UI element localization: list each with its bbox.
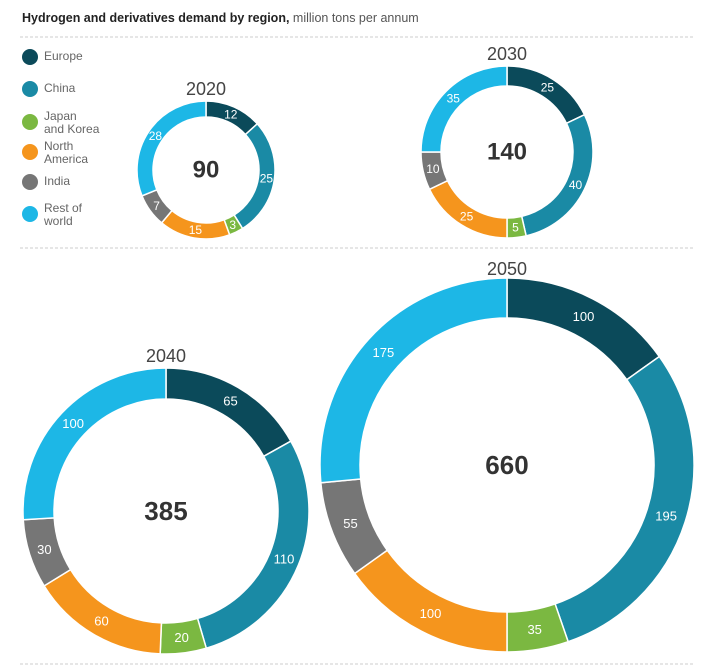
donut-2050-year: 2050 bbox=[487, 259, 527, 279]
donut-2050-label-india: 55 bbox=[343, 516, 357, 531]
legend-label: Rest of world bbox=[44, 201, 83, 228]
donut-2050: 100 195 35 100 55 175 2050 660 bbox=[319, 259, 695, 653]
legend-swatch bbox=[22, 114, 38, 130]
donut-2020-year: 2020 bbox=[186, 79, 226, 99]
legend-label: Japan and Korea bbox=[44, 109, 100, 136]
legend-swatch bbox=[22, 174, 38, 190]
donut-2020-label-north-america: 15 bbox=[189, 223, 203, 237]
donut-2040-slice-north-america bbox=[43, 568, 163, 655]
donut-2030-label-china: 40 bbox=[569, 178, 583, 192]
donut-2020-label-rest-of-world: 28 bbox=[149, 129, 163, 143]
donut-2040-slice-europe bbox=[165, 367, 292, 458]
donut-2040-label-japan-and-korea: 20 bbox=[174, 630, 188, 645]
donut-2040-label-north-america: 60 bbox=[94, 614, 108, 629]
chart-title-main: Hydrogen and derivatives demand by regio… bbox=[22, 11, 290, 25]
donut-2040: 65 110 20 60 30 100 2040 385 bbox=[22, 346, 310, 655]
donut-2020: 12 25 3 15 7 28 2020 90 bbox=[136, 79, 276, 240]
donut-2030-label-rest-of-world: 35 bbox=[447, 91, 461, 105]
donut-2030-total: 140 bbox=[487, 139, 527, 166]
donut-2050-slice-europe bbox=[506, 277, 661, 381]
donut-2050-slice-rest-of-world bbox=[319, 277, 508, 484]
donut-2040-label-europe: 65 bbox=[223, 394, 237, 409]
donut-2020-label-china: 25 bbox=[260, 172, 274, 186]
donut-2040-slice-rest-of-world bbox=[22, 367, 167, 521]
legend-swatch bbox=[22, 144, 38, 160]
donut-2030-year: 2030 bbox=[487, 44, 527, 64]
donut-2020-total: 90 bbox=[193, 157, 220, 184]
donut-2030-label-japan-and-korea: 5 bbox=[512, 221, 519, 235]
donut-2020-label-india: 7 bbox=[153, 199, 160, 213]
donut-2040-slice-china bbox=[196, 440, 310, 650]
donut-2030-label-north-america: 25 bbox=[460, 209, 474, 223]
legend-label: India bbox=[44, 174, 71, 188]
donut-2050-slice-china bbox=[554, 355, 695, 643]
donut-2020-label-japan-and-korea: 3 bbox=[229, 218, 236, 232]
donut-2040-label-rest-of-world: 100 bbox=[62, 416, 84, 431]
legend-label: China bbox=[44, 81, 76, 95]
donut-2050-label-rest-of-world: 175 bbox=[373, 345, 395, 360]
donut-2020-label-europe: 12 bbox=[224, 107, 238, 121]
donut-2050-label-europe: 100 bbox=[573, 309, 595, 324]
legend-swatch bbox=[22, 81, 38, 97]
donut-2040-total: 385 bbox=[144, 496, 187, 526]
legend-label: Europe bbox=[44, 49, 83, 63]
donut-layer: 1225315728202090254052510352030140651102… bbox=[22, 44, 695, 655]
donut-2050-label-north-america: 100 bbox=[420, 606, 442, 621]
donut-2040-label-india: 30 bbox=[37, 542, 51, 557]
donut-2040-year: 2040 bbox=[146, 346, 186, 366]
donut-2050-slice-north-america bbox=[353, 549, 508, 653]
donut-2040-label-china: 110 bbox=[274, 552, 295, 567]
donut-2050-label-china: 195 bbox=[655, 508, 677, 523]
donut-2030-label-india: 10 bbox=[426, 162, 440, 176]
donut-2030-slice-europe bbox=[506, 65, 586, 125]
chart-title-units: million tons per annum bbox=[292, 11, 419, 25]
donut-2030-slice-china bbox=[520, 113, 594, 237]
donut-2030-slice-rest-of-world bbox=[420, 65, 508, 153]
legend-swatch bbox=[22, 49, 38, 65]
legend-label: North America bbox=[44, 139, 89, 166]
donut-2030: 25 40 5 25 10 35 2030 140 bbox=[420, 44, 594, 239]
legend-swatch bbox=[22, 206, 38, 222]
chart-title: Hydrogen and derivatives demand by regio… bbox=[22, 11, 419, 25]
donut-2020-slice-rest-of-world bbox=[136, 100, 207, 197]
donut-2050-total: 660 bbox=[485, 450, 528, 480]
donut-2050-label-japan-and-korea: 35 bbox=[527, 622, 541, 637]
donut-2030-label-europe: 25 bbox=[541, 81, 555, 95]
